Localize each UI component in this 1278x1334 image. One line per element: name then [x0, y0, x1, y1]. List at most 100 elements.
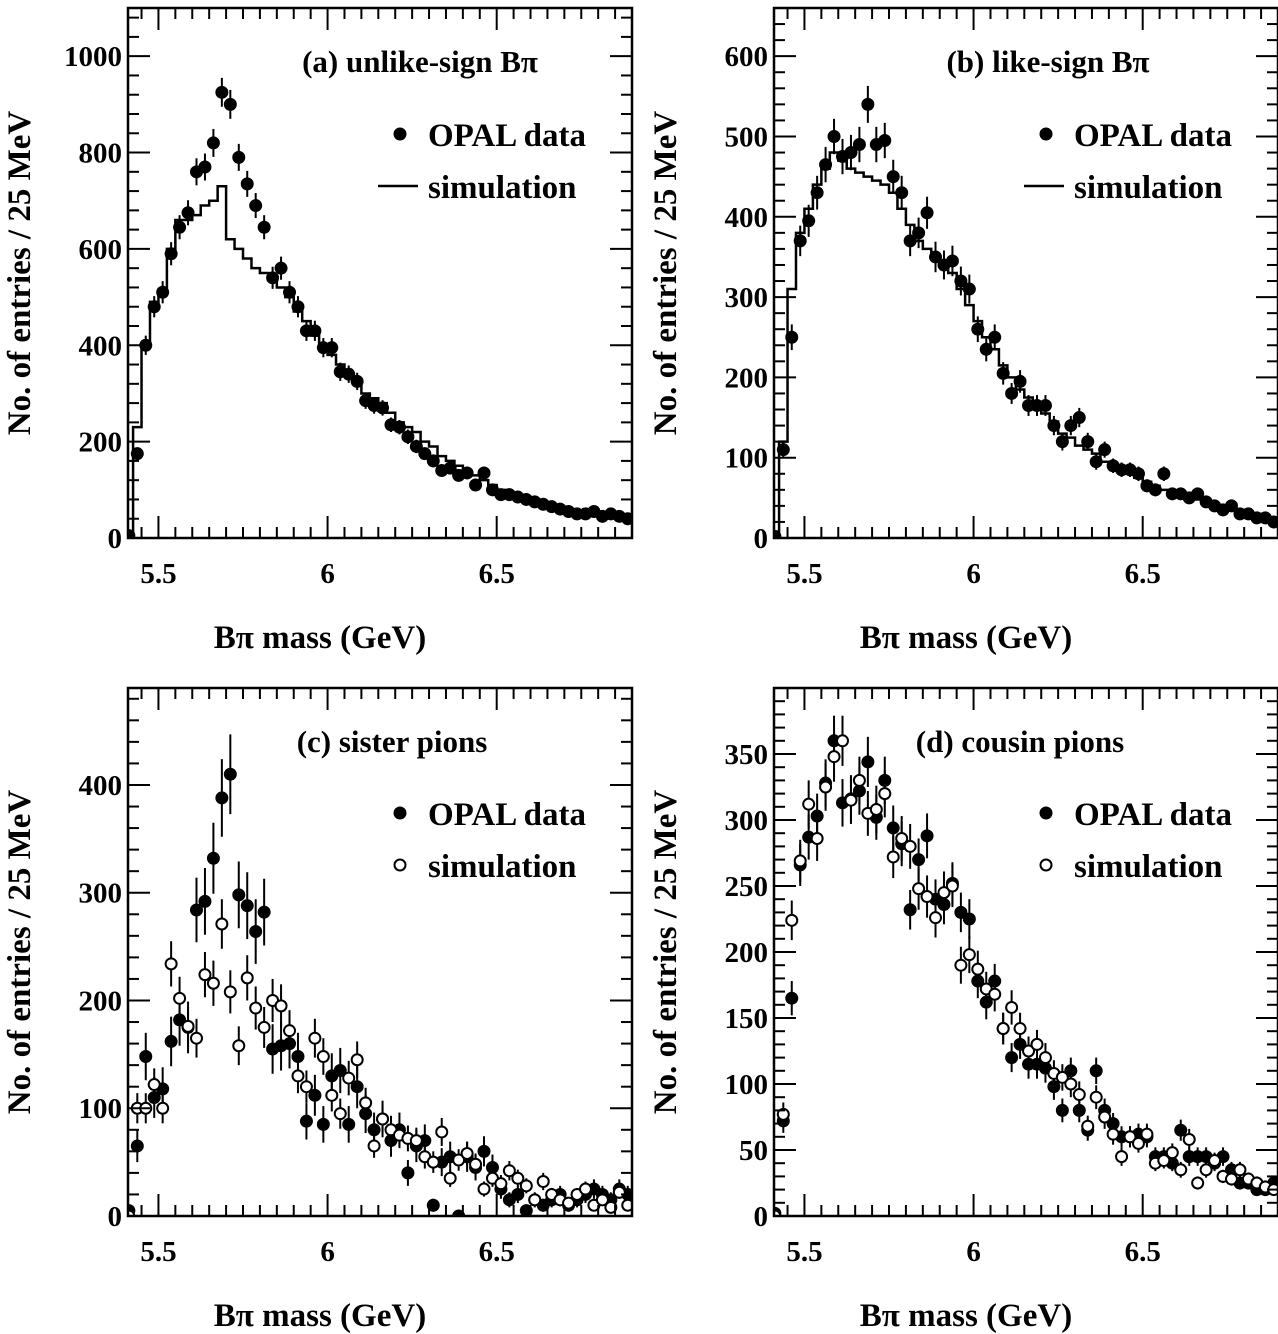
- open-point: [181, 1019, 195, 1033]
- x-axis-title: Bπ mass (GeV): [860, 620, 1072, 656]
- panel-d: 5.5 6 6.5 0 50 100 150 200 250 300 350 Bπ mass (GeV…: [648, 686, 1278, 1334]
- data-point: [920, 829, 934, 843]
- plot-area-d: [774, 715, 1278, 1216]
- open-point: [1115, 1150, 1129, 1164]
- legend-label: simulation: [428, 170, 577, 206]
- plot-area-c: [128, 734, 632, 1216]
- open-point: [988, 987, 1002, 1001]
- data-point: [198, 894, 212, 908]
- legend-c: OPAL data simulation: [393, 797, 586, 885]
- y-tick-label: 200: [79, 985, 123, 1017]
- open-point: [342, 1071, 356, 1085]
- open-point: [1208, 1154, 1222, 1168]
- data-point: [852, 138, 866, 152]
- y-tick-label: 400: [725, 202, 769, 234]
- open-point: [164, 957, 178, 971]
- legend-a: OPAL data simulation: [378, 118, 586, 206]
- data-point: [785, 330, 799, 344]
- open-point: [878, 787, 892, 801]
- open-point: [426, 1155, 440, 1169]
- data-point: [257, 905, 271, 919]
- data-point: [223, 97, 237, 111]
- data-point: [426, 1198, 440, 1212]
- y-tick-label: 600: [725, 41, 769, 73]
- open-point: [460, 1147, 474, 1161]
- open-point: [189, 1031, 203, 1045]
- data-point: [776, 443, 790, 457]
- data-point: [1055, 1103, 1069, 1117]
- data-point: [367, 1123, 381, 1137]
- y-ticks-a: [128, 16, 632, 539]
- y-tick-label: 150: [725, 1003, 769, 1035]
- data-point: [1005, 386, 1019, 400]
- histogram-line: [128, 185, 632, 538]
- data-point: [139, 1050, 153, 1064]
- open-point: [1165, 1146, 1179, 1160]
- data-point: [164, 1034, 178, 1048]
- legend-marker: [393, 806, 407, 820]
- open-point: [954, 958, 968, 972]
- open-point: [232, 1039, 246, 1053]
- open-point: [612, 1185, 626, 1199]
- y-tick-label: 0: [108, 523, 123, 555]
- panel-b: 5.5 6 6.5 0 100 200 300 400 500 600 Bπ mass (GeV) N…: [648, 6, 1278, 656]
- series-simulation: [128, 185, 632, 538]
- open-point: [443, 1171, 457, 1185]
- plot-frame: [126, 6, 634, 540]
- data-point: [1064, 419, 1078, 433]
- y-tick-label: 800: [79, 138, 123, 170]
- data-point: [1005, 1051, 1019, 1065]
- open-point: [776, 1107, 790, 1121]
- y-tick-label: 400: [79, 330, 123, 362]
- open-point: [819, 780, 833, 794]
- x-tick-label: 6.5: [479, 1236, 515, 1268]
- legend-b: OPAL data simulation: [1024, 118, 1232, 206]
- y-tick-label: 0: [754, 1201, 769, 1233]
- open-point: [1013, 1022, 1027, 1036]
- data-point: [274, 261, 288, 275]
- open-point: [920, 890, 934, 904]
- data-point: [1157, 467, 1171, 481]
- open-point: [257, 1020, 271, 1034]
- data-point: [443, 461, 457, 475]
- data-point: [299, 1114, 313, 1128]
- x-tick-label: 5.5: [786, 1236, 822, 1268]
- open-point: [886, 850, 900, 864]
- y-tick-label: 0: [108, 1201, 123, 1233]
- data-point: [409, 439, 423, 453]
- open-point: [971, 962, 985, 976]
- panel-title: (c) sister pions: [297, 724, 488, 759]
- data-point: [342, 1117, 356, 1131]
- y-tick-label: 1000: [64, 41, 122, 73]
- open-point: [562, 1196, 576, 1210]
- open-point: [1140, 1127, 1154, 1141]
- y-tick-label: 100: [79, 1093, 123, 1125]
- data-point: [920, 206, 934, 220]
- data-point: [810, 186, 824, 200]
- open-point: [215, 917, 229, 931]
- data-point: [130, 447, 144, 461]
- open-point: [477, 1182, 491, 1196]
- x-tick-label: 6.5: [1125, 1236, 1161, 1268]
- open-point: [376, 1112, 390, 1126]
- data-point: [1013, 374, 1027, 388]
- data-point: [996, 366, 1010, 380]
- open-point: [1038, 1051, 1052, 1065]
- data-point: [945, 254, 959, 268]
- open-point: [1055, 1070, 1069, 1084]
- plot-area-b: [774, 85, 1278, 538]
- open-point: [1191, 1176, 1205, 1190]
- open-point: [367, 1139, 381, 1153]
- data-point: [886, 821, 900, 835]
- y-ticks-c: [128, 697, 632, 1217]
- x-ticks-c: [140, 688, 633, 1216]
- data-point: [477, 466, 491, 480]
- data-point: [785, 991, 799, 1005]
- data-point: [206, 136, 220, 150]
- open-point: [844, 793, 858, 807]
- data-point: [198, 160, 212, 174]
- legend-d: OPAL data simulation: [1039, 797, 1232, 885]
- series-opal-data: [774, 85, 1278, 538]
- open-point: [945, 879, 959, 893]
